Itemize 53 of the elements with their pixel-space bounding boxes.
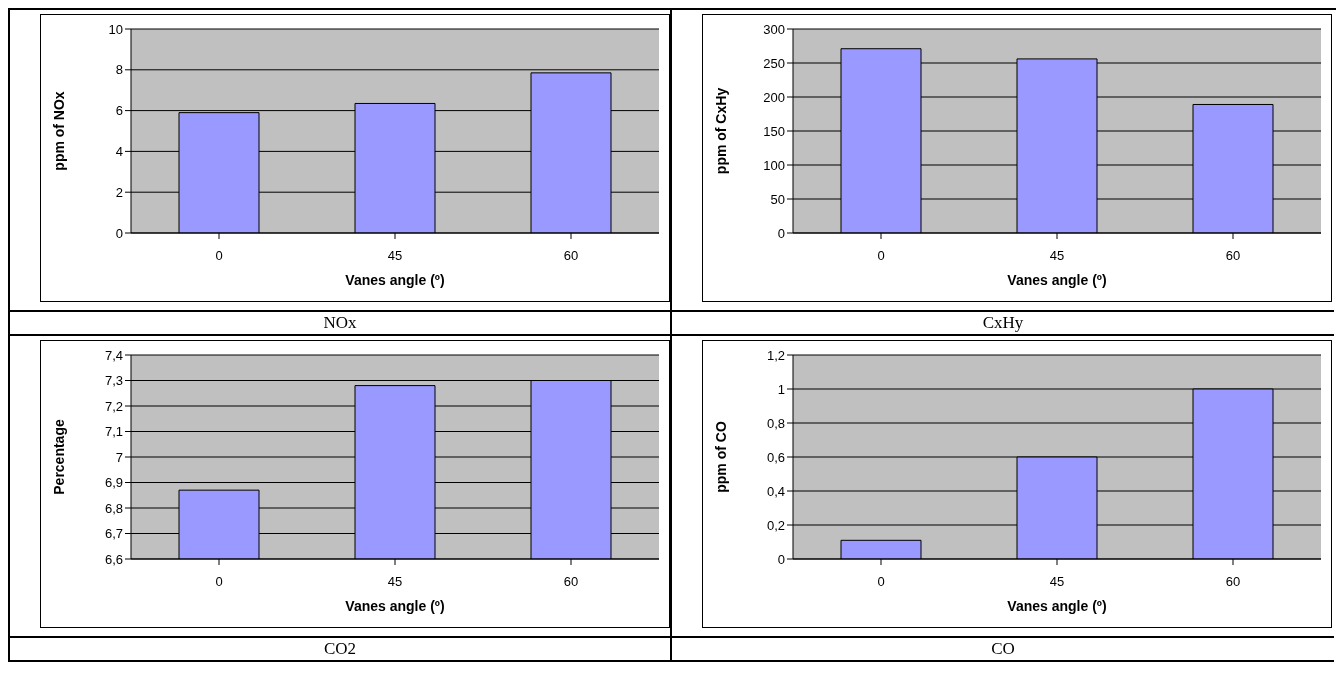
y-tick-label: 8 — [115, 62, 123, 78]
y-tick-label: 0 — [115, 225, 123, 241]
y-tick-label: 7,4 — [104, 347, 123, 363]
x-tick-label: 0 — [877, 248, 885, 264]
y-tick-label: 2 — [115, 184, 123, 200]
y-tick-label: 0 — [777, 551, 785, 567]
x-axis-title: Vanes angle (º) — [345, 598, 445, 614]
y-tick-label: 6,6 — [104, 551, 123, 567]
y-tick-label: 100 — [763, 157, 785, 173]
x-tick-label: 45 — [387, 248, 403, 264]
y-axis-title: ppm of NOx — [50, 91, 67, 171]
y-tick-label: 7,3 — [104, 373, 123, 389]
y-tick-label: 0,4 — [766, 483, 785, 499]
y-tick-label: 1,2 — [766, 347, 785, 363]
y-tick-label: 4 — [115, 144, 123, 160]
y-tick-label: 6,8 — [104, 500, 123, 516]
text: NOx — [10, 310, 670, 334]
x-tick-label: 60 — [1225, 248, 1241, 264]
y-tick-label: 200 — [763, 89, 785, 105]
x-tick-label: 0 — [877, 574, 885, 590]
x-tick-label: 45 — [387, 574, 403, 590]
x-tick-label: 0 — [215, 248, 223, 264]
y-tick-label: 250 — [763, 55, 785, 71]
y-tick-label: 6,9 — [104, 475, 123, 491]
x-axis-title: Vanes angle (º) — [1007, 598, 1107, 614]
y-tick-label: 0,2 — [766, 517, 785, 533]
y-tick-label: 150 — [763, 123, 785, 139]
text: CO2 — [10, 636, 670, 660]
x-tick-label: 45 — [1049, 248, 1065, 264]
y-tick-label: 300 — [763, 21, 785, 37]
y-tick-label: 6 — [115, 103, 123, 119]
y-axis-title: Percentage — [50, 419, 67, 495]
y-axis-title: ppm of CO — [712, 421, 729, 493]
y-tick-label: 10 — [108, 21, 123, 37]
text: CxHy — [672, 310, 1334, 334]
y-tick-label: 0,6 — [766, 449, 785, 465]
y-axis-title: ppm of CxHy — [712, 87, 729, 175]
text: CO — [672, 636, 1334, 660]
y-tick-label: 7,1 — [104, 424, 123, 440]
x-tick-label: 0 — [215, 574, 223, 590]
x-axis-title: Vanes angle (º) — [345, 272, 445, 288]
x-tick-label: 45 — [1049, 574, 1065, 590]
x-axis-title: Vanes angle (º) — [1007, 272, 1107, 288]
x-tick-label: 60 — [563, 248, 579, 264]
x-tick-label: 60 — [1225, 574, 1241, 590]
y-tick-label: 6,7 — [104, 526, 123, 542]
y-tick-label: 50 — [770, 191, 785, 207]
y-tick-label: 7 — [115, 449, 123, 465]
y-tick-label: 0 — [777, 225, 785, 241]
x-tick-label: 60 — [563, 574, 579, 590]
y-tick-label: 0,8 — [766, 415, 785, 431]
y-tick-label: 7,2 — [104, 398, 123, 414]
y-tick-label: 1 — [777, 381, 785, 397]
